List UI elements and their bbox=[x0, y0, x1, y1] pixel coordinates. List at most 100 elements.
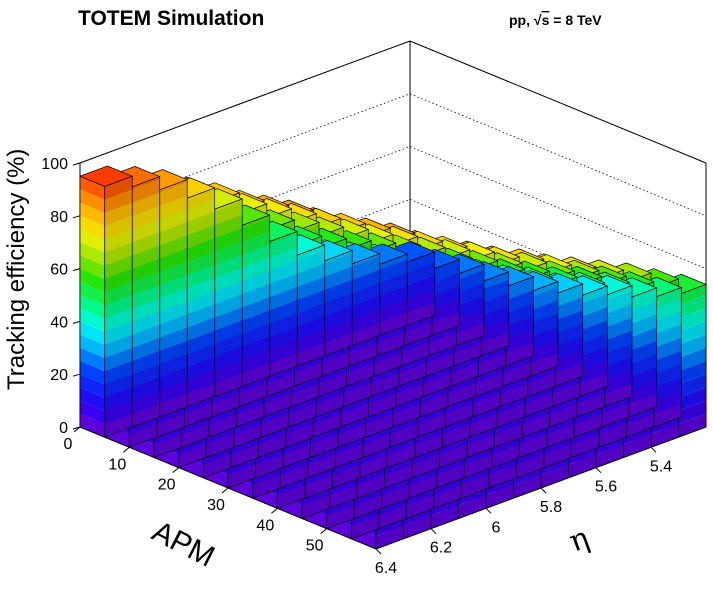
bar-side-face bbox=[456, 295, 484, 320]
bar-side-face bbox=[629, 327, 657, 351]
bar-side-face bbox=[456, 269, 484, 293]
bar-side-face bbox=[579, 293, 608, 318]
z-axis-label: Tracking efficiency (%) bbox=[3, 149, 30, 390]
bar-side-face bbox=[269, 231, 298, 245]
bar-side-face bbox=[651, 424, 679, 448]
bar-side-face bbox=[288, 403, 317, 427]
bar-side-face bbox=[242, 257, 270, 281]
bar-side-face bbox=[242, 283, 270, 308]
bar-side-face bbox=[297, 289, 325, 314]
apm-tick-label: 20 bbox=[158, 477, 176, 494]
bar-side-face bbox=[159, 287, 188, 312]
bar-side-face bbox=[187, 304, 215, 328]
bar-side-face bbox=[505, 329, 534, 353]
bar-side-face bbox=[285, 424, 314, 448]
bar-side-face bbox=[519, 434, 547, 458]
bar-side-face bbox=[214, 359, 243, 384]
bar-side-face bbox=[530, 300, 558, 324]
bar-side-face bbox=[604, 304, 632, 328]
bar-side-face bbox=[214, 333, 243, 357]
bar-side-face bbox=[527, 373, 556, 397]
bar-side-face bbox=[678, 361, 706, 385]
bar-front-face bbox=[80, 281, 105, 306]
bar-side-face bbox=[442, 424, 470, 448]
bar-side-face bbox=[481, 319, 509, 343]
bar-side-face bbox=[374, 352, 402, 377]
bar-side-face bbox=[407, 251, 435, 273]
bar-side-face bbox=[379, 285, 408, 310]
eta-tick bbox=[485, 507, 492, 514]
bar-side-face bbox=[481, 292, 509, 317]
bar-side-face bbox=[448, 383, 476, 407]
bar-side-face bbox=[269, 286, 298, 311]
bar-side-face bbox=[543, 444, 572, 468]
bar-side-face bbox=[187, 383, 215, 407]
bar-side-face bbox=[456, 309, 484, 333]
bar-side-face bbox=[187, 290, 215, 315]
bar-side-face bbox=[475, 373, 503, 397]
bar-side-face bbox=[132, 205, 160, 229]
apm-tick-label: 0 bbox=[64, 436, 73, 453]
bar-side-face bbox=[324, 306, 353, 330]
eta-tick-label: 5.8 bbox=[540, 499, 562, 516]
bar-front-face bbox=[80, 400, 105, 424]
z-tick bbox=[72, 215, 81, 219]
bar-side-face bbox=[481, 332, 509, 356]
bar-side-face bbox=[332, 464, 360, 488]
bar-side-face bbox=[555, 310, 583, 334]
bar-side-face bbox=[488, 464, 517, 488]
bar-side-face bbox=[505, 289, 534, 314]
bar-side-face bbox=[159, 235, 188, 259]
bar-top-face bbox=[79, 165, 134, 187]
bar-side-face bbox=[541, 464, 569, 488]
bar-side-face bbox=[653, 287, 682, 309]
bar-side-face bbox=[132, 192, 160, 216]
bar-side-face bbox=[310, 434, 338, 458]
bar-side-face bbox=[403, 515, 431, 539]
bar-side-face bbox=[505, 342, 534, 366]
eta-tick bbox=[375, 548, 382, 555]
bar-side-face bbox=[236, 403, 264, 427]
bar-side-face bbox=[431, 259, 460, 283]
bar-side-face bbox=[187, 317, 215, 341]
bar-side-face bbox=[376, 525, 404, 549]
bar-side-face bbox=[187, 370, 215, 394]
bar-side-face bbox=[280, 464, 308, 488]
bar-side-face bbox=[159, 182, 188, 206]
sqrt-symbol: √ bbox=[534, 12, 542, 28]
bar-side-face bbox=[555, 283, 583, 308]
bar-side-face bbox=[132, 218, 160, 243]
bar-side-face bbox=[653, 390, 682, 414]
bar-side-face bbox=[678, 334, 706, 358]
bar-side-face bbox=[132, 176, 160, 190]
bar-side-face bbox=[500, 383, 528, 407]
bar-side-face bbox=[187, 277, 215, 302]
bar-side-face bbox=[187, 264, 215, 288]
bar-side-face bbox=[104, 334, 133, 358]
bar-side-face bbox=[324, 279, 353, 303]
bar-side-face bbox=[406, 495, 434, 519]
bar-side-face bbox=[269, 273, 298, 297]
bar-front-face bbox=[80, 202, 105, 226]
bar-front-face bbox=[80, 334, 105, 358]
bar-side-face bbox=[211, 393, 240, 417]
apm-tick bbox=[320, 528, 327, 535]
bar-side-face bbox=[577, 393, 605, 417]
bar-side-face bbox=[277, 485, 305, 509]
bar-side-face bbox=[530, 313, 558, 337]
bar-side-face bbox=[252, 474, 281, 499]
bar-side-face bbox=[258, 434, 286, 458]
bar-side-face bbox=[242, 215, 270, 228]
apm-tick-label: 50 bbox=[306, 538, 324, 555]
bar-side-face bbox=[324, 266, 353, 290]
bar-side-face bbox=[214, 198, 243, 212]
bar-side-face bbox=[503, 363, 531, 387]
bar-front-face bbox=[80, 413, 105, 438]
bar-side-face bbox=[242, 310, 270, 334]
bar-side-face bbox=[214, 241, 243, 265]
bar-side-face bbox=[530, 339, 558, 363]
bar-front-face bbox=[80, 189, 105, 213]
bar-side-face bbox=[395, 383, 424, 407]
bar-side-face bbox=[626, 413, 654, 438]
